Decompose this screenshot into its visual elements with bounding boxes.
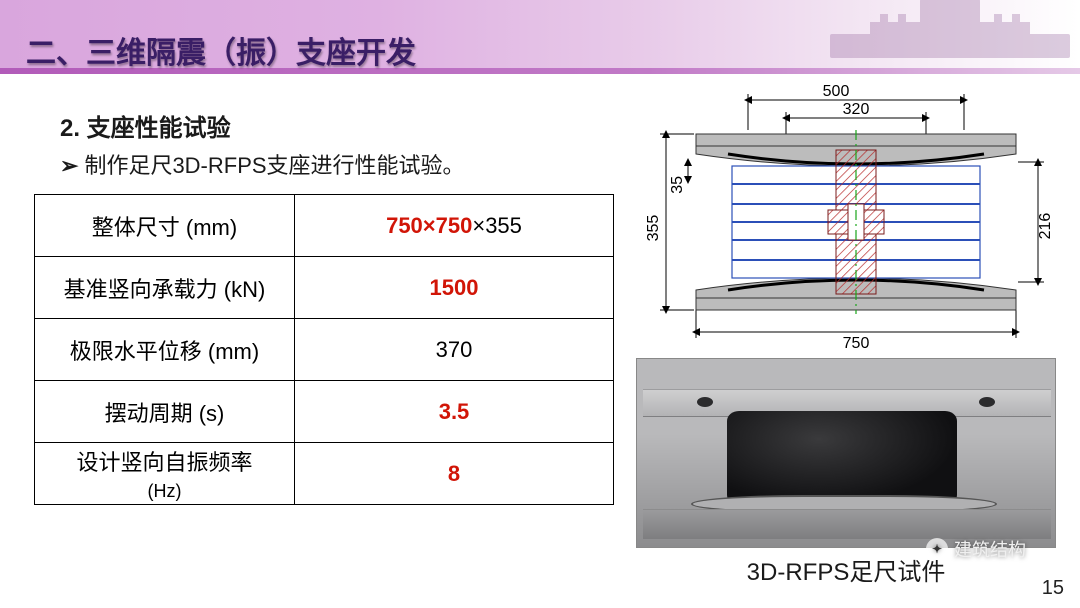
spec-value: 8	[295, 443, 614, 505]
watermark: ✦ 建筑结构	[926, 536, 1026, 562]
spec-value: 370	[295, 319, 614, 381]
spec-label: 整体尺寸 (mm)	[35, 195, 295, 257]
bolt-hole-icon	[979, 397, 995, 407]
chevron-right-icon: ➢	[60, 153, 78, 178]
bullet-line: ➢制作足尺3D-RFPS支座进行性能试验。	[60, 148, 465, 180]
spec-value: 1500	[295, 257, 614, 319]
spec-label: 极限水平位移 (mm)	[35, 319, 295, 381]
table-row: 设计竖向自振频率(Hz) 8	[35, 443, 614, 505]
table-row: 摆动周期 (s) 3.5	[35, 381, 614, 443]
bearing-diagram: 500 320 355 35 216 750	[636, 84, 1056, 354]
bullet-text: 制作足尺3D-RFPS支座进行性能试验。	[84, 153, 464, 178]
photo-ground-plate	[643, 509, 1051, 539]
dim-inner-35: 35	[669, 176, 686, 194]
building-silhouette-icon	[820, 0, 1080, 58]
photo-rubber-body	[727, 411, 957, 505]
subsection-heading: 2. 支座性能试验	[60, 108, 231, 143]
spec-value: 3.5	[295, 381, 614, 443]
dim-top-inner: 320	[843, 101, 870, 118]
bolt-hole-icon	[697, 397, 713, 407]
spec-value: 750×750×355	[295, 195, 614, 257]
specimen-photo	[636, 358, 1056, 548]
watermark-text: 建筑结构	[954, 536, 1026, 562]
wechat-icon: ✦	[926, 538, 948, 560]
dim-bottom-width: 750	[843, 335, 870, 352]
spec-label: 设计竖向自振频率(Hz)	[35, 443, 295, 505]
dim-top-outer: 500	[823, 84, 850, 100]
slide-root: 二、三维隔震（振）支座开发 2. 支座性能试验 ➢制作足尺3D-RFPS支座进行…	[0, 0, 1080, 608]
table-row: 极限水平位移 (mm) 370	[35, 319, 614, 381]
section-title: 二、三维隔震（振）支座开发	[26, 28, 416, 72]
table-row: 基准竖向承载力 (kN) 1500	[35, 257, 614, 319]
table-row: 整体尺寸 (mm) 750×750×355	[35, 195, 614, 257]
dim-right-height: 216	[1037, 213, 1054, 240]
spec-label: 基准竖向承载力 (kN)	[35, 257, 295, 319]
spec-table: 整体尺寸 (mm) 750×750×355 基准竖向承载力 (kN) 1500 …	[34, 194, 614, 505]
page-number: 15	[1042, 577, 1064, 600]
spec-label: 摆动周期 (s)	[35, 381, 295, 443]
dim-left-height: 355	[645, 215, 662, 242]
